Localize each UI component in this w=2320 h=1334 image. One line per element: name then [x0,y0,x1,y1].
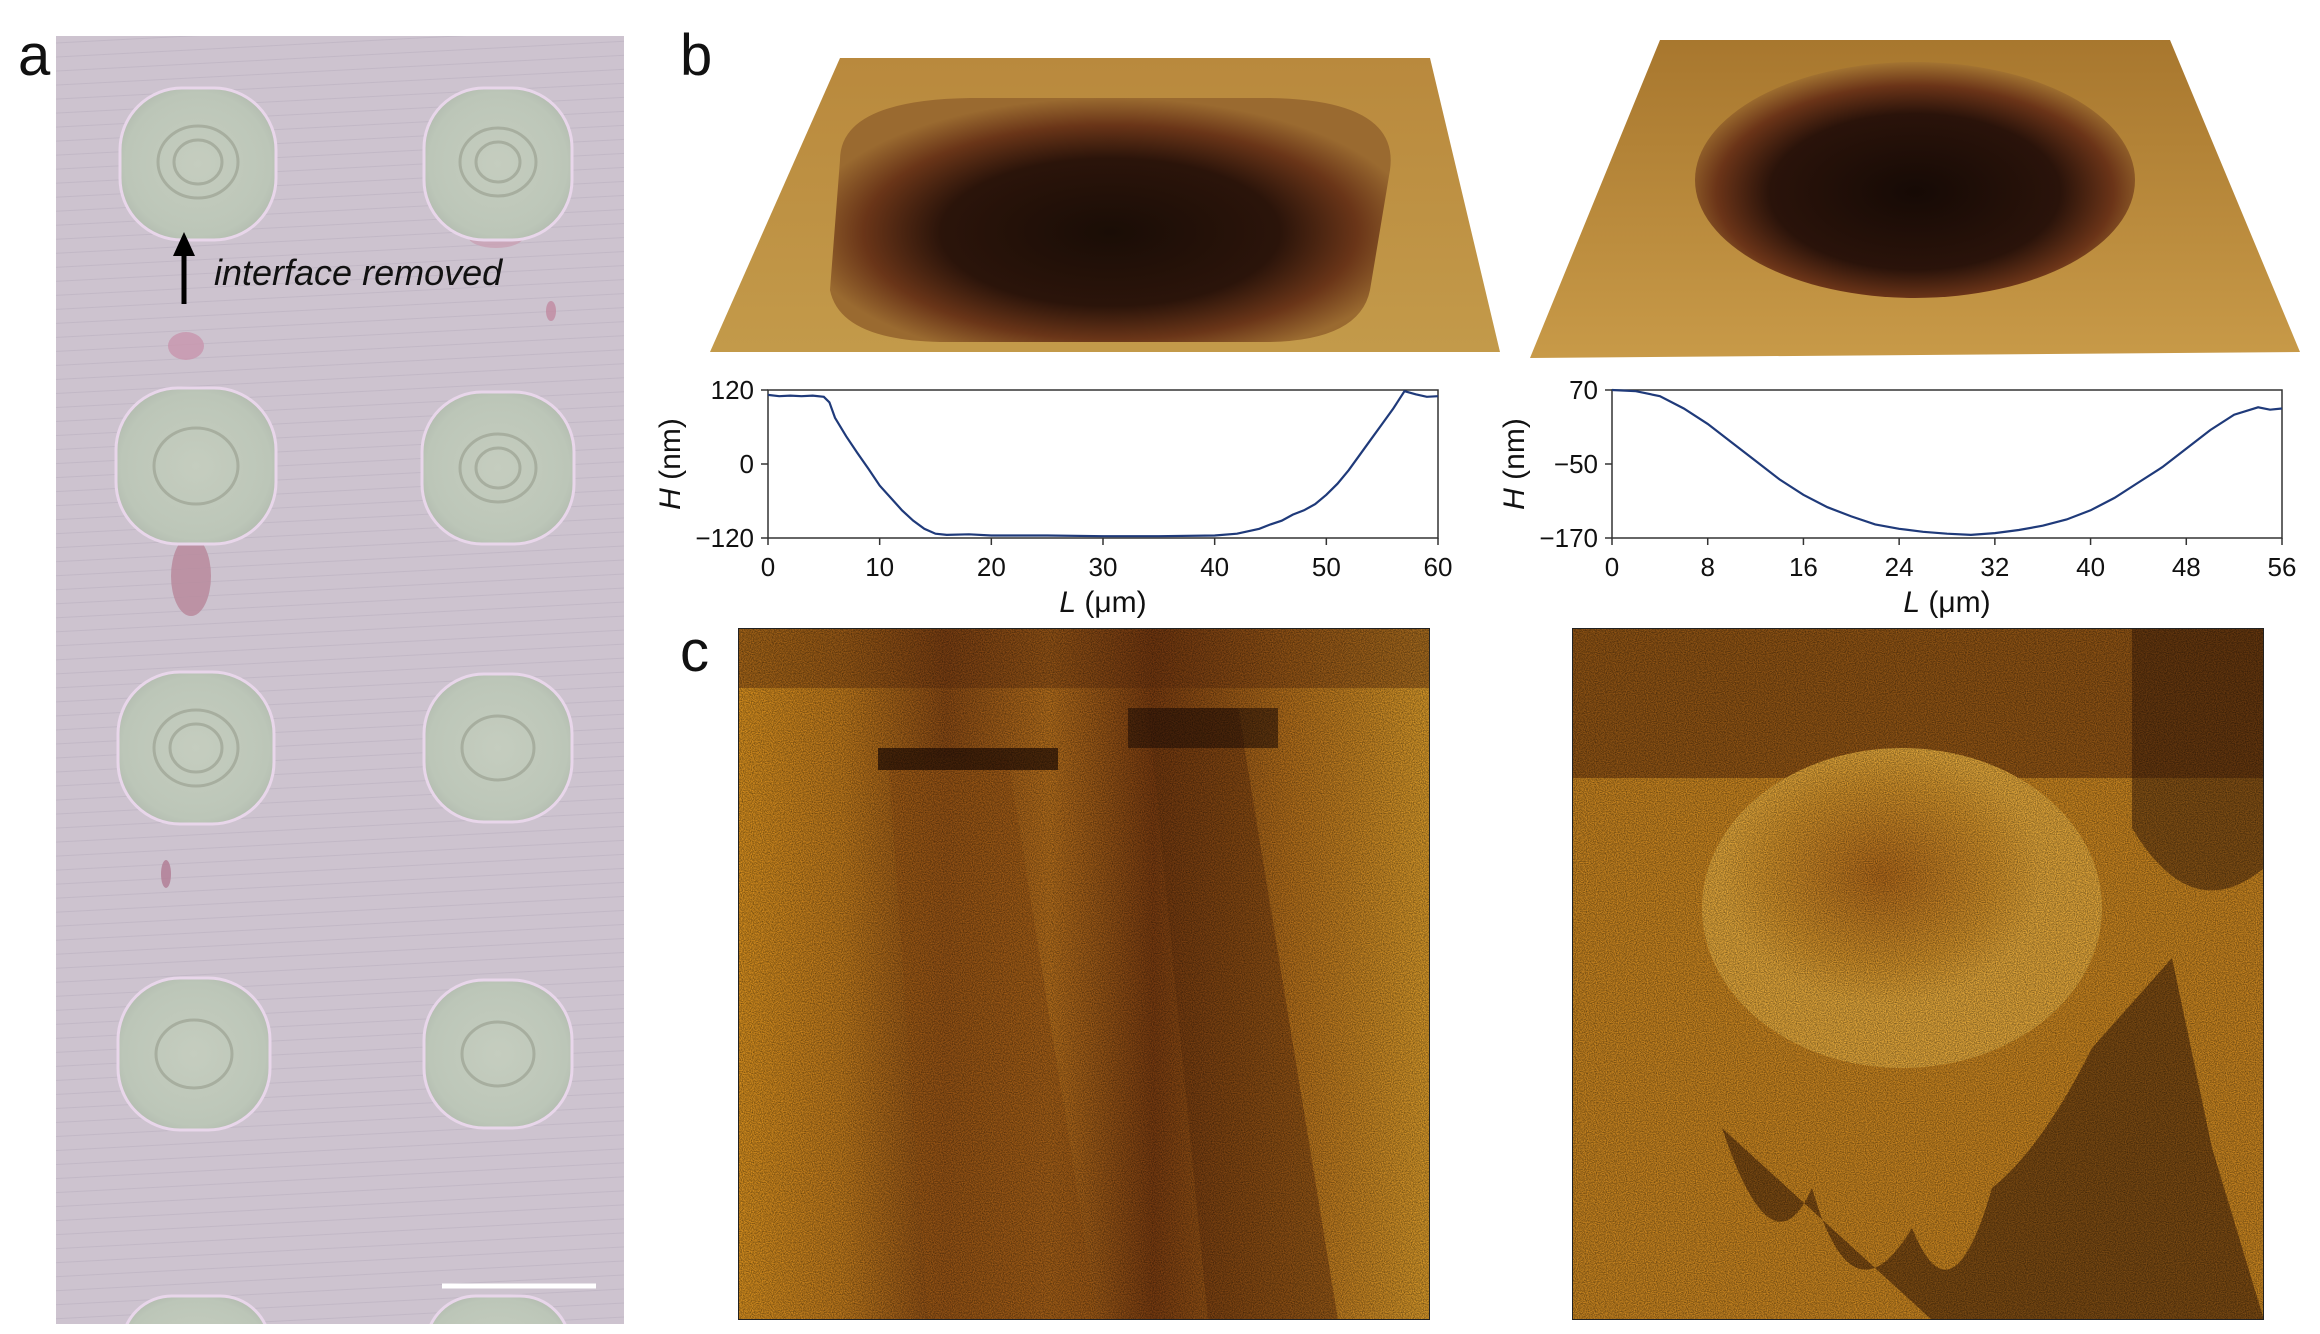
optical-micrograph: interface removed [56,36,624,1334]
y-tick-label: 120 [711,375,754,405]
x-axis-label: L (μm) [1059,586,1146,619]
y-tick-label: −50 [1554,449,1598,479]
x-tick-label: 40 [1200,552,1229,582]
dot-array [114,86,576,1334]
y-axis-label: H (nm) [1498,418,1531,510]
height-profile-line [767,389,1439,538]
height-profile-line [1611,388,2283,537]
x-tick-label: 56 [2268,552,2297,582]
x-tick-label: 32 [1980,552,2009,582]
x-tick-label: 40 [2076,552,2105,582]
afm-3d-render-right [1530,40,2300,360]
y-tick-label: 70 [1569,375,1598,405]
panel-letter-b: b [680,23,713,88]
x-tick-label: 16 [1789,552,1818,582]
x-tick-label: 0 [1605,552,1619,582]
phase-image-left [738,628,1430,1320]
y-axis-label: H (nm) [654,418,687,510]
x-tick-label: 0 [761,552,775,582]
x-axis-label: L (μm) [1903,586,1990,619]
x-tick-label: 48 [2172,552,2201,582]
x-tick-label: 50 [1312,552,1341,582]
panel-letter-c: c [680,619,709,684]
micrograph-image [56,36,624,1334]
x-tick-label: 30 [1089,552,1118,582]
x-tick-label: 20 [977,552,1006,582]
afm-3d-render-left [710,40,1500,360]
x-tick-label: 10 [865,552,894,582]
plot-frame [1611,389,2283,539]
x-tick-label: 60 [1424,552,1453,582]
y-tick-label: −170 [1539,523,1598,553]
interface-removed-label: interface removed [214,252,503,293]
x-tick-label: 24 [1885,552,1914,582]
x-tick-label: 8 [1700,552,1714,582]
phase-image-right [1572,628,2264,1320]
y-tick-label: −120 [695,523,754,553]
panel-letter-a: a [18,23,51,88]
profile-chart-right: 0 8 16 24 32 40 48 56 −170 −50 70 L (μm) H (nm) [1498,375,2297,619]
y-tick-label: 0 [740,449,754,479]
up-arrow-icon [173,232,195,304]
plot-frame [767,389,1439,539]
